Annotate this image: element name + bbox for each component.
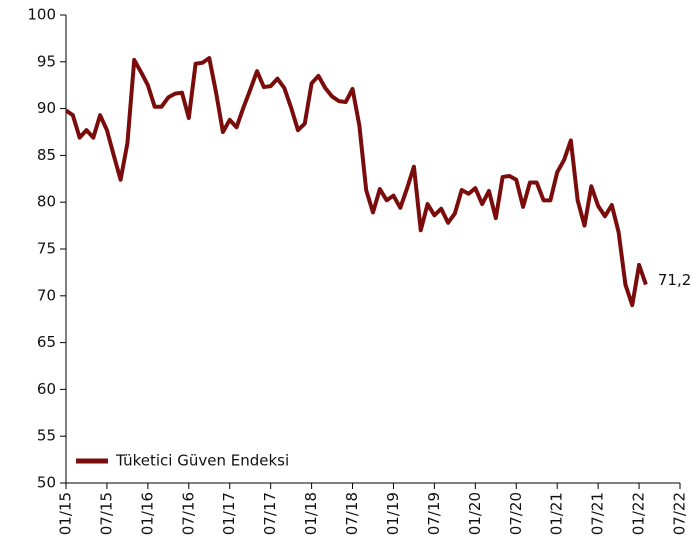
- x-tick-label: 07/20: [507, 492, 525, 535]
- y-tick-label: 70: [37, 286, 56, 304]
- x-tick-label: 01/19: [384, 492, 402, 535]
- y-tick-label: 50: [37, 474, 56, 492]
- y-tick-label: 75: [37, 240, 56, 258]
- y-tick-label: 60: [37, 380, 56, 398]
- x-tick-label: 07/15: [97, 492, 115, 535]
- x-tick-label: 01/17: [220, 492, 238, 535]
- y-tick-label: 65: [37, 333, 56, 351]
- y-tick-label: 100: [27, 6, 56, 24]
- x-tick-label: 01/22: [630, 492, 648, 535]
- x-tick-label: 07/18: [343, 492, 361, 535]
- y-tick-label: 55: [37, 427, 56, 445]
- y-tick-label: 80: [37, 193, 56, 211]
- x-tick-label: 01/16: [138, 492, 156, 535]
- x-tick-label: 07/21: [589, 492, 607, 535]
- x-tick-label: 07/16: [179, 492, 197, 535]
- legend-label: Tüketici Güven Endeksi: [115, 452, 289, 470]
- x-tick-label: 07/22: [671, 492, 689, 535]
- y-tick-label: 95: [37, 52, 56, 70]
- x-tick-label: 01/20: [466, 492, 484, 535]
- x-tick-label: 01/15: [57, 492, 75, 535]
- x-tick-label: 01/18: [302, 492, 320, 535]
- series-line: [64, 56, 648, 308]
- data-label: 71,2: [658, 271, 691, 289]
- y-tick-label: 85: [37, 146, 56, 164]
- x-tick-label: 01/21: [548, 492, 566, 535]
- x-tick-label: 07/19: [425, 492, 443, 535]
- x-tick-label: 07/17: [261, 492, 279, 535]
- y-tick-label: 90: [37, 99, 56, 117]
